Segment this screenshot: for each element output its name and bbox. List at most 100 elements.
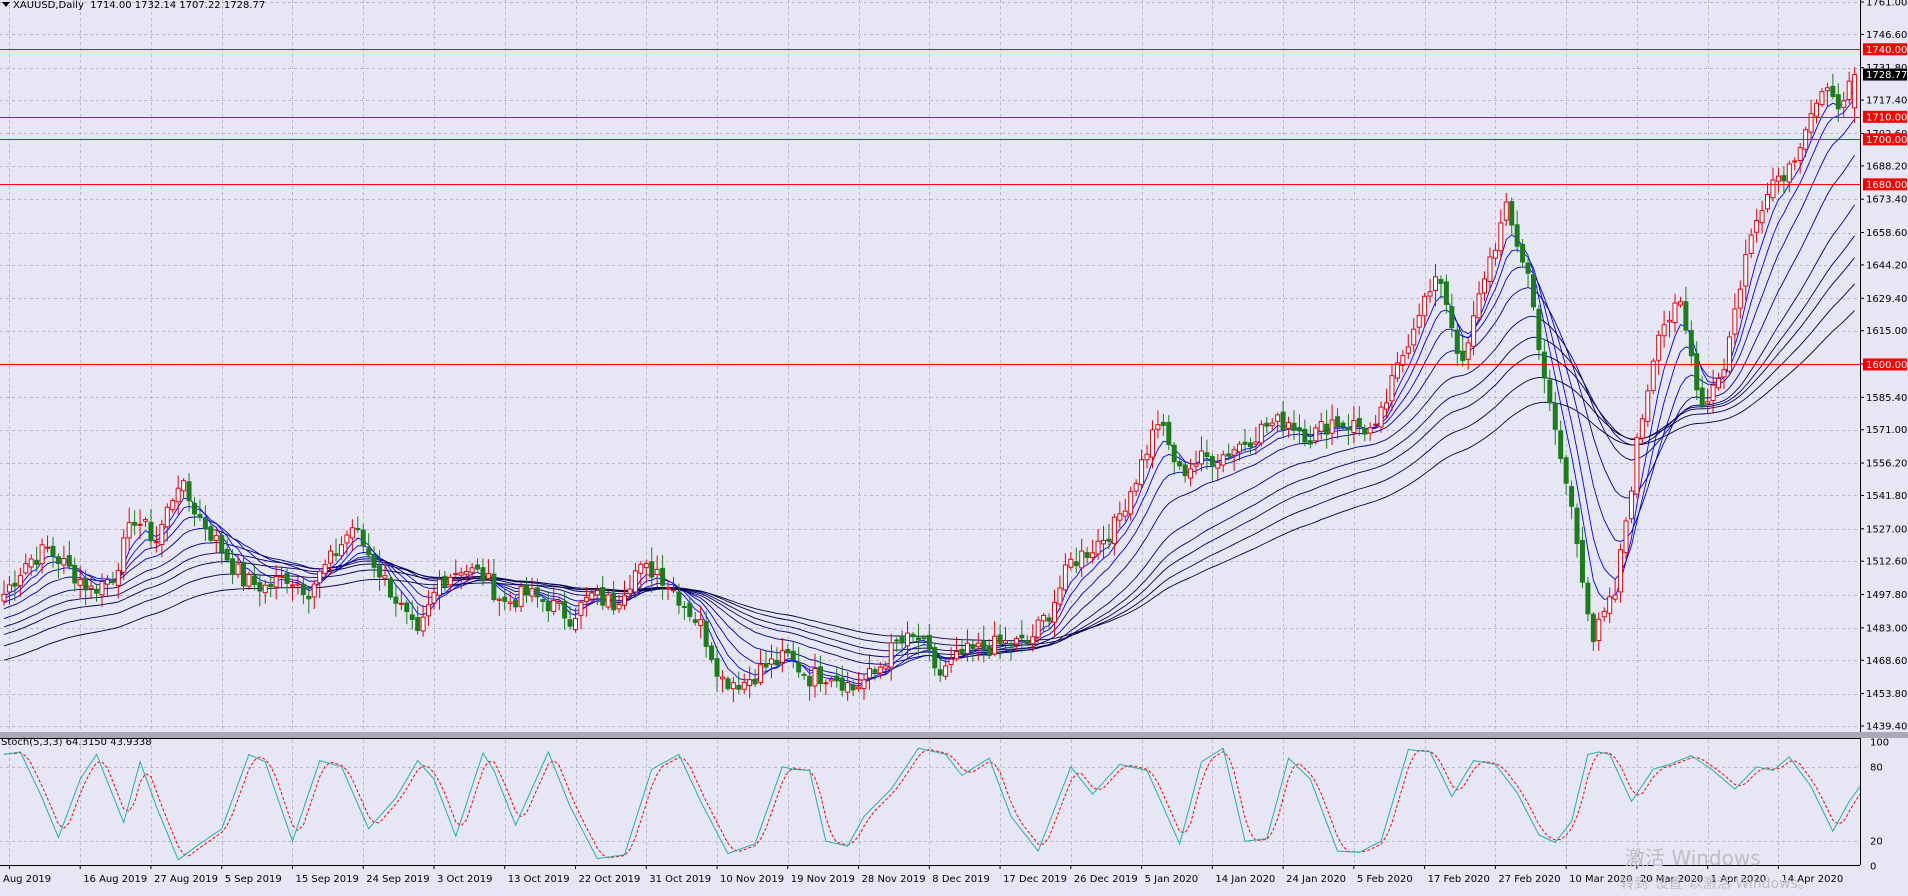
candle-body <box>1607 596 1613 614</box>
candle-body <box>1579 540 1585 583</box>
candle-body <box>1509 201 1515 226</box>
candle-body <box>262 584 268 594</box>
candle <box>1677 296 1683 308</box>
candle-body <box>55 556 61 565</box>
candle <box>839 665 845 697</box>
candle-body <box>1541 351 1547 379</box>
candle-body <box>714 658 720 677</box>
candle <box>88 575 94 600</box>
candle <box>709 641 715 664</box>
candle <box>578 599 584 630</box>
candle-body <box>45 546 51 549</box>
candle <box>1198 436 1204 472</box>
candle <box>197 499 203 522</box>
current-price-label: 1728.77 <box>1866 70 1907 81</box>
price-tick-label: 1585.40 <box>1866 393 1907 404</box>
candle-body <box>1814 102 1820 117</box>
candle <box>524 577 530 603</box>
price-tick-label: 1644.20 <box>1866 260 1907 271</box>
candle-body <box>1340 422 1346 427</box>
candle <box>1111 513 1117 556</box>
candle-body <box>823 682 829 685</box>
date-tick-label: 27 Aug 2019 <box>154 874 218 885</box>
candle <box>442 571 448 592</box>
candle <box>426 590 432 626</box>
candle-body <box>148 521 154 542</box>
candle <box>1835 83 1841 123</box>
candle <box>344 530 350 555</box>
candle <box>1536 304 1542 360</box>
candle <box>1166 415 1172 451</box>
candle <box>714 646 720 692</box>
candle <box>295 576 301 595</box>
candle-body <box>1732 308 1738 335</box>
candle <box>1057 575 1063 611</box>
candle-body <box>1253 441 1259 445</box>
candle <box>453 559 459 579</box>
candle <box>1171 441 1177 475</box>
candle-body <box>638 563 644 574</box>
candle <box>1656 330 1662 375</box>
candle <box>1345 413 1351 446</box>
candle <box>230 549 236 585</box>
stochastic-lines <box>0 747 1861 861</box>
candle <box>306 585 312 614</box>
candle <box>1449 293 1455 338</box>
stoch-tick-label: 80 <box>1870 762 1883 773</box>
level-price-box <box>1863 110 1907 123</box>
candle <box>175 475 181 515</box>
candle <box>834 666 840 688</box>
candle-body <box>725 678 731 690</box>
candle <box>763 649 769 673</box>
candle <box>1307 425 1313 449</box>
candle <box>1618 543 1624 603</box>
candle <box>894 637 900 652</box>
candle-body <box>181 480 187 492</box>
candle-body <box>1639 418 1645 439</box>
candle-body <box>208 526 214 541</box>
candle-body <box>1514 224 1520 247</box>
price-tick-label: 1571.00 <box>1866 425 1907 436</box>
price-tick-label: 1673.40 <box>1866 195 1907 206</box>
dropdown-triangle-icon[interactable] <box>2 2 10 7</box>
candle-body <box>1503 201 1509 221</box>
candle-body <box>774 659 780 666</box>
candle <box>1705 388 1711 414</box>
candle <box>660 555 666 600</box>
candle <box>338 536 344 560</box>
candle <box>877 661 883 679</box>
candle-body <box>1220 454 1226 466</box>
candle <box>632 562 638 598</box>
stoch-tick-label: 100 <box>1870 738 1889 749</box>
candle-body <box>834 675 840 682</box>
candle-body <box>447 576 453 586</box>
date-tick-label: 8 Dec 2019 <box>932 874 990 885</box>
candle-body <box>1743 254 1749 287</box>
candle <box>77 566 83 599</box>
candle-body <box>1481 278 1487 294</box>
candle <box>1149 420 1155 469</box>
candle <box>1775 167 1781 193</box>
candle <box>1819 87 1825 108</box>
candle <box>1258 419 1264 447</box>
candle-body <box>1215 461 1221 469</box>
candle <box>981 625 987 663</box>
candle-body <box>469 567 475 573</box>
candle <box>1237 441 1243 461</box>
candle-body <box>1193 463 1199 467</box>
candle <box>1133 479 1139 496</box>
candle <box>1411 318 1417 352</box>
candle <box>790 642 796 669</box>
candles <box>1 66 1858 703</box>
candle <box>1743 239 1749 301</box>
candle <box>1607 587 1613 624</box>
candle <box>1427 279 1433 303</box>
candle-body <box>741 681 747 690</box>
candle-body <box>785 649 791 654</box>
candle <box>1084 546 1090 564</box>
candle-body <box>1770 179 1776 199</box>
candle <box>1830 73 1836 100</box>
candle-body <box>747 679 753 686</box>
